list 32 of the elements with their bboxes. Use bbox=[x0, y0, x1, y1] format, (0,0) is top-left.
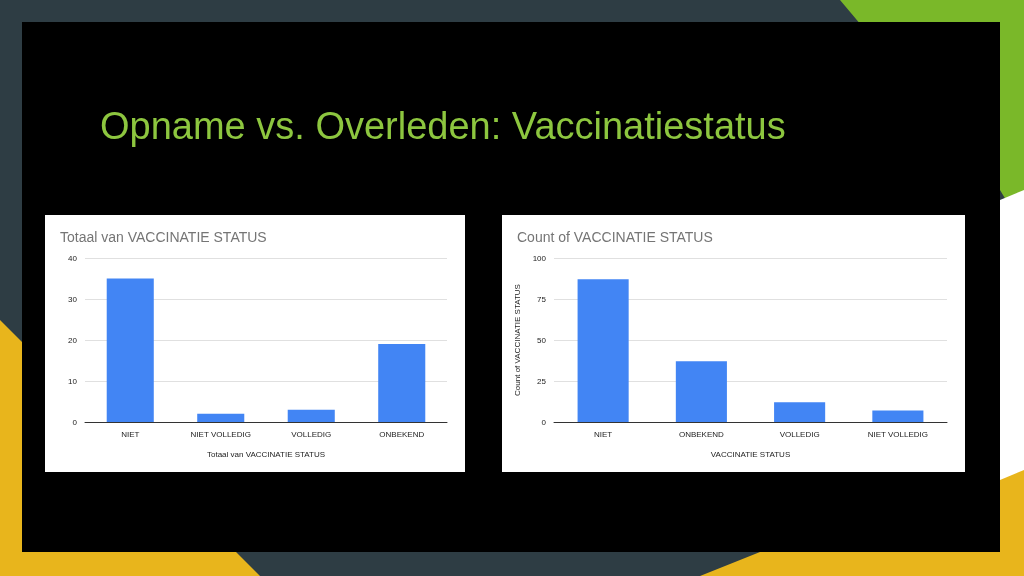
bar bbox=[378, 344, 426, 422]
bar bbox=[675, 361, 727, 422]
x-tick-label: NIET bbox=[121, 429, 140, 439]
y-tick-label: 0 bbox=[541, 417, 547, 427]
x-axis-title: Totaal van VACCINATIE STATUS bbox=[206, 449, 326, 459]
bar bbox=[106, 278, 154, 422]
y-tick-label: 30 bbox=[68, 294, 78, 304]
bar bbox=[774, 402, 826, 422]
x-axis-title: VACCINATIE STATUS bbox=[710, 449, 791, 459]
y-axis-title: Count of VACCINATIE STATUS bbox=[513, 284, 523, 396]
y-tick-label: 50 bbox=[537, 335, 547, 345]
y-tick-label: 75 bbox=[537, 294, 547, 304]
x-tick-label: VOLLEDIG bbox=[779, 429, 820, 439]
bar bbox=[287, 409, 335, 422]
x-tick-label: VOLLEDIG bbox=[291, 429, 332, 439]
bar bbox=[577, 279, 629, 422]
chart-title: Count of VACCINATIE STATUS bbox=[517, 229, 713, 245]
bar bbox=[872, 410, 924, 422]
text: Opname vs. Overleden: Vaccinatiestatus bbox=[100, 105, 787, 148]
x-tick-label: NIET VOLLEDIG bbox=[867, 429, 929, 439]
chart-title: Totaal van VACCINATIE STATUS bbox=[60, 229, 267, 245]
y-tick-label: 0 bbox=[72, 417, 78, 427]
y-tick-label: 25 bbox=[537, 376, 547, 386]
y-tick-label: 100 bbox=[532, 253, 547, 263]
bar bbox=[197, 413, 245, 422]
x-tick-label: ONBEKEND bbox=[379, 429, 425, 439]
y-tick-label: 40 bbox=[68, 253, 78, 263]
x-tick-label: NIET VOLLEDIG bbox=[190, 429, 251, 439]
y-tick-label: 10 bbox=[68, 376, 78, 386]
y-tick-label: 20 bbox=[68, 335, 78, 345]
x-tick-label: ONBEKEND bbox=[678, 429, 725, 439]
x-tick-label: NIET bbox=[594, 429, 613, 439]
